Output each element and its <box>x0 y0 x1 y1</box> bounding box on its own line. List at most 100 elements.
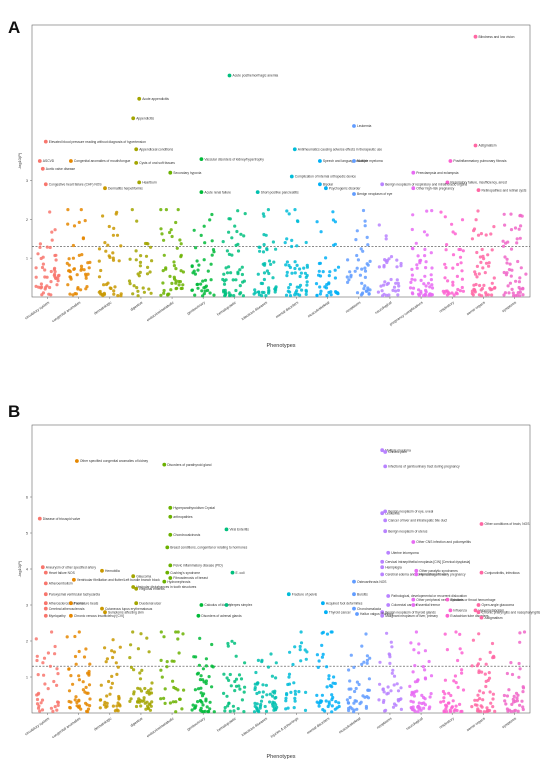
significant-point <box>380 511 385 516</box>
point-label: Essential tremor <box>416 603 441 607</box>
point-label: Conjunctivitis, infectious <box>485 571 521 575</box>
background-point <box>51 709 55 713</box>
background-point <box>293 271 297 275</box>
background-point <box>40 698 45 702</box>
background-point <box>478 689 482 693</box>
x-tick-label: neoplasms <box>345 300 362 313</box>
background-point <box>102 292 107 296</box>
background-point <box>299 630 303 634</box>
background-point <box>240 265 244 269</box>
background-point <box>478 255 482 259</box>
background-point <box>378 660 382 664</box>
background-point <box>84 272 88 276</box>
significant-point <box>43 601 48 606</box>
background-point <box>272 691 277 695</box>
background-point <box>444 248 448 252</box>
point-label: Aneurysm of other specified artery <box>46 565 97 569</box>
background-point <box>509 661 513 665</box>
background-point <box>383 709 387 713</box>
background-point <box>424 266 428 270</box>
background-point <box>73 634 77 639</box>
background-point <box>461 688 466 692</box>
significant-point <box>196 613 201 618</box>
background-point <box>117 697 121 701</box>
background-point <box>165 665 169 669</box>
background-point <box>195 259 199 263</box>
background-point <box>444 266 448 270</box>
background-point <box>347 278 351 282</box>
point-label: Psychogenic disorder <box>329 186 361 190</box>
background-point <box>304 292 308 296</box>
background-point <box>239 291 243 295</box>
background-point <box>452 679 456 683</box>
background-point <box>149 691 154 695</box>
background-point <box>196 268 200 272</box>
background-point <box>71 256 75 260</box>
significant-point <box>43 182 48 187</box>
background-point <box>141 286 145 290</box>
significant-point <box>318 182 322 187</box>
background-point <box>509 212 513 216</box>
significant-point <box>100 568 104 573</box>
background-point <box>105 694 109 698</box>
background-point <box>257 710 261 714</box>
significant-point <box>230 570 235 575</box>
background-point <box>458 647 462 651</box>
background-point <box>317 261 321 266</box>
background-point <box>41 661 45 665</box>
background-point <box>164 267 168 271</box>
background-point <box>363 284 367 288</box>
background-point <box>193 688 197 692</box>
background-point <box>223 293 227 297</box>
background-point <box>337 701 341 705</box>
background-point <box>148 270 152 274</box>
background-point <box>138 264 142 268</box>
background-point <box>293 645 297 649</box>
significant-point <box>43 613 48 618</box>
background-point <box>443 692 447 696</box>
significant-point <box>386 594 391 598</box>
background-point <box>305 280 309 284</box>
background-point <box>517 661 521 666</box>
background-point <box>516 259 520 264</box>
significant-point <box>137 96 142 101</box>
background-point <box>135 286 139 290</box>
background-point <box>376 290 380 294</box>
background-point <box>233 224 237 228</box>
background-point <box>234 243 238 247</box>
background-point <box>460 218 465 222</box>
point-label: Chronic pharyngitis and nasopharyngitis <box>482 610 541 614</box>
significant-point <box>43 139 48 144</box>
background-point <box>231 278 235 282</box>
background-point <box>518 667 522 671</box>
background-point <box>110 674 114 678</box>
background-point <box>174 220 178 225</box>
background-point <box>512 709 516 713</box>
background-point <box>84 701 88 705</box>
background-point <box>368 656 372 660</box>
background-point <box>442 696 446 700</box>
background-point <box>134 249 138 253</box>
background-point <box>138 698 142 702</box>
background-point <box>355 266 359 270</box>
background-point <box>480 294 484 298</box>
background-point <box>35 702 40 706</box>
background-point <box>334 700 338 704</box>
background-point <box>159 697 163 701</box>
x-tick-label: respiratory <box>439 716 455 729</box>
background-point <box>49 280 53 284</box>
significant-point <box>479 615 484 620</box>
background-point <box>98 706 102 710</box>
background-point <box>170 234 174 239</box>
background-point <box>72 267 76 271</box>
background-point <box>227 230 231 234</box>
background-point <box>389 255 394 259</box>
y-tick-label: 4 <box>26 568 28 572</box>
background-point <box>202 292 206 296</box>
background-point <box>300 288 304 292</box>
background-point <box>99 683 103 687</box>
x-tick-label: digestive <box>130 717 144 728</box>
significant-point <box>134 601 139 606</box>
background-point <box>487 261 491 265</box>
point-label: Paroxysmal ventricular tachycardia <box>49 592 100 596</box>
